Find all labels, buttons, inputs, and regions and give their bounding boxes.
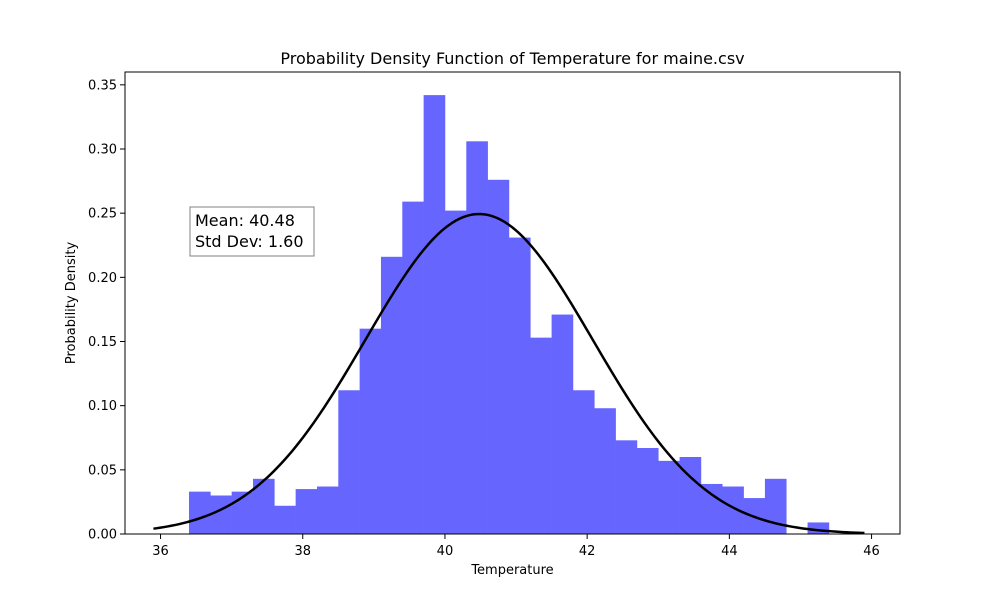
- histogram-bar: [252, 478, 275, 534]
- histogram-bar: [700, 483, 723, 534]
- histogram-bar: [359, 328, 382, 534]
- histogram-bar: [508, 237, 531, 535]
- x-axis-ticks: 36 38 40 42 44 46: [152, 534, 880, 559]
- stats-std-text: Std Dev: 1.60: [195, 232, 304, 251]
- histogram-bar: [572, 390, 595, 534]
- histogram-bar: [807, 522, 830, 534]
- histogram-bar: [338, 390, 360, 534]
- y-axis-ticks: 0.00 0.05 0.10 0.15 0.20 0.25 0.30 0.35: [88, 78, 125, 543]
- x-tick-label: 44: [721, 544, 738, 559]
- histogram-bar: [679, 457, 702, 534]
- stats-mean-text: Mean: 40.48: [195, 211, 295, 230]
- plot-area-frame: [124, 71, 901, 535]
- histogram-bar: [530, 337, 552, 534]
- x-tick-label: 40: [437, 544, 454, 559]
- histogram-bar: [231, 491, 254, 534]
- histogram-bar: [658, 460, 680, 534]
- normal-pdf-curve: [153, 212, 865, 535]
- histogram-bar: [423, 95, 446, 534]
- histogram-bar: [188, 491, 211, 534]
- histogram-bar: [402, 201, 424, 534]
- x-tick-label: 46: [863, 544, 880, 559]
- y-tick-label: 0.05: [88, 463, 117, 478]
- y-tick-label: 0.30: [88, 143, 117, 158]
- y-tick-label: 0.10: [88, 399, 117, 414]
- stats-box: Mean: 40.48 Std Dev: 1.60: [189, 206, 315, 257]
- histogram-bar: [594, 408, 616, 534]
- stats-box-frame: [189, 206, 315, 257]
- histogram-bar: [551, 314, 574, 534]
- y-tick-label: 0.35: [88, 78, 117, 93]
- y-tick-label: 0.15: [88, 335, 117, 350]
- y-tick-label: 0.25: [88, 207, 117, 222]
- x-axis-label: Temperature: [470, 563, 553, 578]
- chart-title: Probability Density Function of Temperat…: [280, 49, 744, 68]
- histogram-bars: [188, 95, 830, 535]
- histogram-bar: [615, 440, 638, 534]
- y-tick-label: 0.20: [88, 271, 117, 286]
- x-tick-label: 38: [294, 544, 311, 559]
- histogram-bar: [487, 179, 510, 535]
- histogram-bar: [316, 486, 339, 534]
- histogram-bar: [466, 141, 488, 535]
- histogram-bar: [444, 210, 467, 534]
- histogram-bar: [722, 486, 744, 534]
- x-tick-label: 42: [579, 544, 596, 559]
- x-tick-label: 36: [152, 544, 169, 559]
- histogram-bar: [295, 489, 318, 534]
- histogram-bar: [380, 256, 403, 534]
- y-tick-label: 0.00: [88, 528, 117, 543]
- histogram-bar: [764, 478, 787, 534]
- y-axis-label: Probability Density: [64, 242, 79, 365]
- histogram-bar: [274, 505, 296, 534]
- histogram-bar: [636, 448, 659, 534]
- histogram-bar: [210, 495, 232, 534]
